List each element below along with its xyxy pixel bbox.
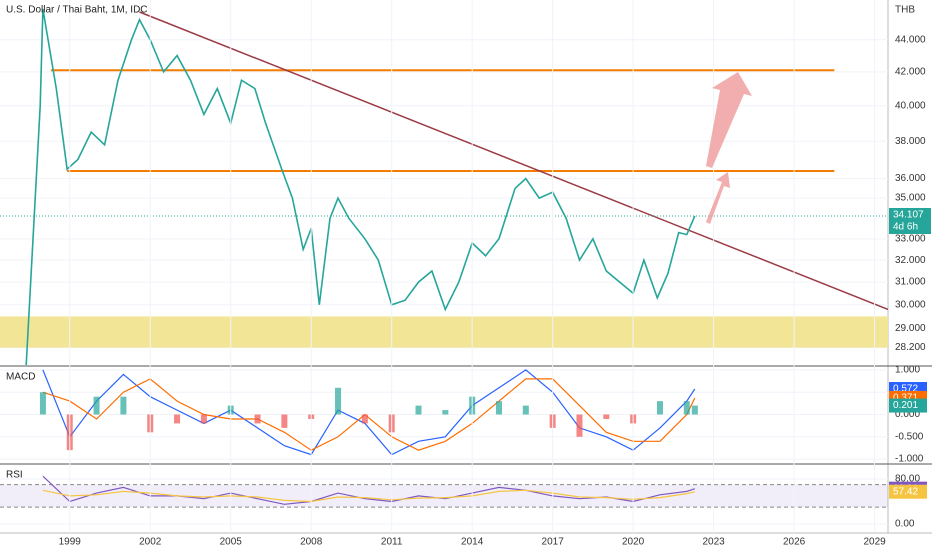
y-tick-label: -0.500 (895, 431, 924, 442)
histogram-bar (691, 405, 698, 415)
x-tick-label: 2014 (461, 537, 484, 548)
y-tick-label: 0.000 (895, 409, 920, 420)
y-tick-label: 38.000 (895, 136, 926, 147)
arrow (706, 172, 730, 224)
histogram-bar (576, 414, 583, 437)
arrow (706, 72, 752, 168)
value-tag-label: 34.107 (893, 210, 924, 221)
value-tag-label: 57.42 (893, 486, 918, 497)
y-tick-label: 32.000 (895, 255, 926, 266)
y-tick-label: 40.000 (895, 100, 926, 111)
indicator-line (42, 378, 696, 451)
x-tick-label: 2011 (381, 537, 403, 548)
y-tick-label: 80.00 (895, 474, 920, 485)
histogram-bar (603, 414, 610, 419)
price-line (25, 8, 696, 365)
y-tick-label: 29.000 (895, 323, 926, 334)
histogram-bar (683, 401, 690, 415)
histogram-bar (120, 396, 127, 415)
histogram-bar (39, 392, 46, 415)
y-tick-label: 1.000 (895, 365, 920, 376)
histogram-bar (522, 405, 529, 415)
histogram-bar (281, 414, 288, 428)
pane (0, 8, 888, 365)
x-tick-label: 1999 (59, 537, 82, 548)
x-tick-label: 2008 (300, 537, 323, 548)
pane-title: MACD (6, 372, 35, 383)
y-tick-label: 31.000 (895, 277, 926, 288)
x-tick-label: 2020 (622, 537, 645, 548)
indicator-line (42, 489, 695, 503)
value-tag (889, 484, 927, 499)
histogram-bar (442, 410, 449, 415)
x-tick-label: 2026 (783, 537, 806, 548)
value-tag-label: 0.572 (893, 384, 918, 395)
y-tick-label: 36.000 (895, 173, 926, 184)
x-tick-label: 2023 (702, 537, 725, 548)
y-tick-label: 35.000 (895, 193, 926, 204)
value-tag-label: 0.371 (893, 393, 918, 404)
value-tag (889, 207, 931, 234)
chart-title: U.S. Dollar / Thai Baht, 1M, IDC (6, 5, 148, 16)
histogram-bar (335, 387, 342, 415)
indicator-line (42, 369, 696, 456)
y-tick-label: 30.000 (895, 299, 926, 310)
y-tick-label: 33.000 (895, 233, 926, 244)
x-tick-label: 2029 (863, 537, 886, 548)
countdown: 4d 6h (893, 222, 918, 233)
x-tick-label: 2017 (542, 537, 565, 548)
histogram-bar (93, 396, 100, 415)
value-tag-label: 0.201 (893, 400, 918, 411)
x-tick-label: 2002 (139, 537, 162, 548)
histogram-bar (174, 414, 181, 424)
histogram-bar (415, 405, 422, 415)
unit-label: THB (895, 5, 915, 16)
value-tag (889, 398, 927, 413)
trend-line (139, 11, 888, 311)
y-tick-label: 42.000 (895, 67, 926, 78)
histogram-bar (200, 414, 207, 424)
pane (0, 475, 888, 525)
y-tick-label: 28.200 (895, 342, 926, 353)
histogram-bar (495, 401, 502, 415)
histogram-bar (361, 414, 368, 424)
y-tick-label: 0.00 (895, 519, 915, 530)
y-tick-label: 44.000 (895, 34, 926, 45)
histogram-bar (656, 401, 663, 415)
zone (0, 316, 888, 348)
y-tick-label: -1.000 (895, 454, 924, 465)
x-tick-label: 2005 (220, 537, 243, 548)
histogram-bar (254, 414, 261, 424)
rsi-band (0, 484, 888, 508)
pane (0, 369, 888, 460)
pane-title: RSI (6, 470, 23, 481)
